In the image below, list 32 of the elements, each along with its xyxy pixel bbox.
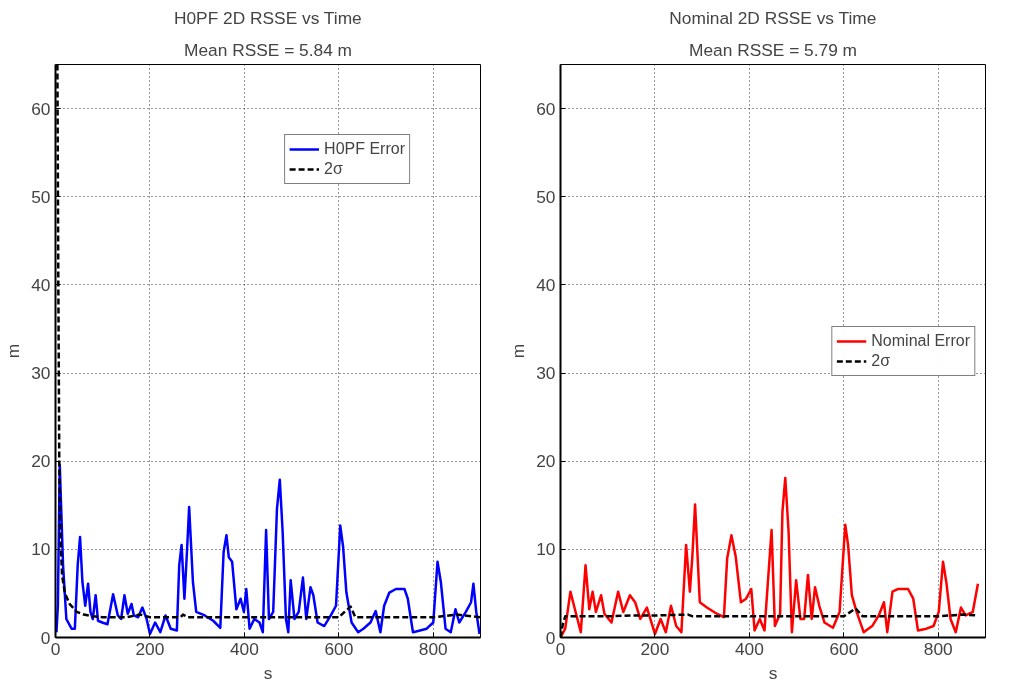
legend-label: Nominal Error: [871, 331, 970, 350]
y-tick-label: 10: [31, 539, 51, 560]
x-tick-label: 400: [229, 638, 259, 659]
legend-label: H0PF Error: [324, 140, 405, 158]
x-axis-title: s: [263, 662, 273, 683]
chart-subtitle: Mean RSSE = 5.79 m: [688, 39, 858, 60]
x-tick-label: 600: [324, 638, 354, 659]
y-tick-label: 10: [536, 539, 556, 560]
y-axis-title: m: [508, 343, 529, 359]
legend-label: 2σ: [871, 351, 892, 370]
x-axis-title: s: [768, 662, 778, 683]
y-tick-label: 30: [31, 363, 51, 384]
y-tick-label: 20: [31, 451, 51, 472]
y-tick-label: 50: [536, 186, 556, 207]
chart-subtitle: Mean RSSE = 5.84 m: [183, 39, 353, 60]
y-tick-label: 20: [536, 451, 556, 472]
y-tick-label: 60: [536, 98, 556, 119]
x-tick-label: 800: [418, 638, 448, 659]
x-tick-label: 200: [640, 638, 670, 659]
x-tick-label: 800: [923, 638, 953, 659]
y-tick-label: 30: [536, 363, 556, 384]
legend-label: 2σ: [324, 160, 344, 178]
y-tick-label: 50: [31, 186, 51, 207]
x-tick-label: 400: [734, 638, 764, 659]
chart-title: Nominal 2D RSSE vs Time: [669, 7, 877, 28]
y-tick-label: 40: [31, 274, 51, 295]
y-tick-label: 60: [31, 98, 51, 119]
y-axis-title: m: [3, 343, 24, 359]
chart-title: H0PF 2D RSSE vs Time: [173, 7, 362, 28]
y-tick-label: 40: [536, 274, 556, 295]
x-tick-label: 600: [829, 638, 859, 659]
x-tick-label: 200: [135, 638, 165, 659]
